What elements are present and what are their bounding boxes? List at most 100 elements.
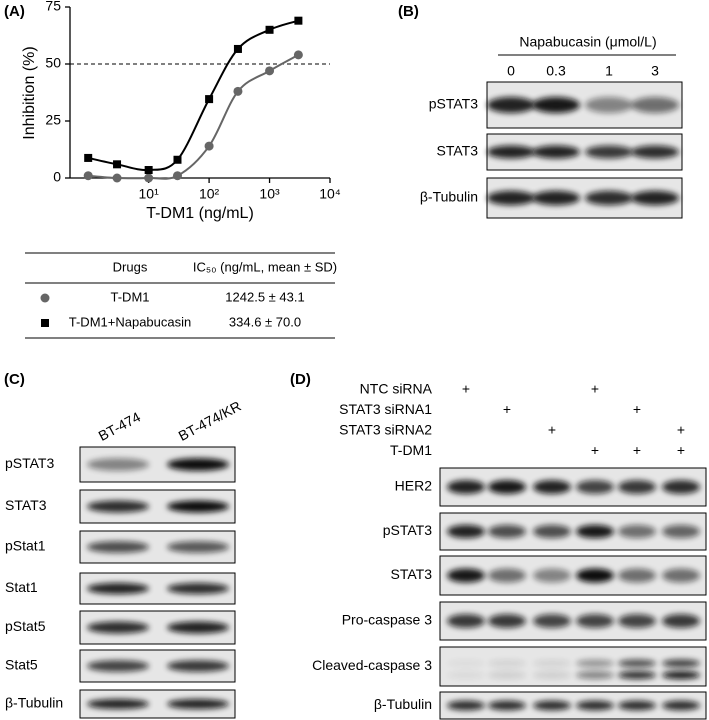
- data-point: [205, 95, 214, 104]
- band: [662, 700, 700, 711]
- data-point: [294, 16, 303, 25]
- x-tick-label: 10²: [199, 186, 220, 202]
- band: [447, 480, 485, 494]
- band: [87, 541, 149, 553]
- band: [447, 700, 485, 711]
- band: [576, 659, 614, 668]
- band: [662, 671, 700, 680]
- data-point: [233, 44, 242, 53]
- row-label: HER2: [395, 478, 433, 494]
- lane-label: 3: [651, 63, 659, 79]
- band: [533, 614, 571, 628]
- band: [488, 524, 526, 539]
- band: [631, 145, 679, 159]
- band: [533, 568, 571, 583]
- row-label: Stat5: [5, 657, 38, 673]
- lane-label: 0: [507, 63, 515, 79]
- table-cell: T-DM1: [111, 289, 150, 304]
- band: [618, 671, 656, 680]
- treatment-mark: +: [591, 381, 599, 397]
- y-axis-label: Inhibition (%): [21, 46, 38, 139]
- band: [447, 614, 485, 628]
- band: [447, 659, 485, 668]
- band: [532, 97, 580, 113]
- band: [87, 621, 149, 634]
- treatment-label: T-DM1: [390, 442, 432, 458]
- band: [487, 97, 535, 113]
- band: [631, 97, 679, 113]
- row-label: β-Tubulin: [5, 695, 63, 711]
- band: [487, 190, 535, 206]
- panel-label: (D): [290, 371, 311, 388]
- panel-label: (C): [4, 371, 25, 388]
- data-point: [84, 153, 93, 162]
- data-point: [233, 86, 243, 96]
- data-point: [173, 155, 182, 164]
- band: [576, 524, 614, 539]
- row-label: Stat1: [5, 579, 38, 595]
- band: [585, 97, 633, 113]
- treatment-mark: +: [633, 442, 641, 458]
- band: [533, 659, 571, 668]
- band: [585, 190, 633, 206]
- row-label: STAT3: [437, 143, 479, 159]
- band: [631, 190, 679, 206]
- treatment-mark: +: [677, 442, 685, 458]
- data-point: [113, 160, 122, 169]
- band: [447, 568, 485, 583]
- row-label: pStat5: [5, 618, 46, 634]
- table-cell: 1242.5 ± 43.1: [225, 289, 304, 304]
- band: [576, 614, 614, 628]
- band: [87, 582, 149, 595]
- band: [618, 700, 656, 711]
- band: [662, 659, 700, 668]
- row-label: Cleaved-caspase 3: [312, 657, 432, 673]
- row-label: β-Tubulin: [420, 189, 478, 205]
- band: [488, 568, 526, 583]
- band: [618, 659, 656, 668]
- band: [167, 458, 229, 471]
- data-point: [83, 171, 93, 181]
- panel-label: (B): [398, 3, 419, 20]
- treatment-mark: +: [633, 401, 641, 417]
- band: [488, 614, 526, 628]
- data-point: [204, 141, 214, 151]
- treatment-mark: +: [462, 381, 470, 397]
- band: [532, 145, 580, 159]
- table-cell: T-DM1+Napabucasin: [69, 314, 191, 329]
- band: [87, 698, 149, 710]
- data-point: [112, 173, 122, 183]
- band: [662, 568, 700, 583]
- data-point: [293, 50, 303, 60]
- lane-label: 0.3: [546, 63, 566, 79]
- treatment-label: Napabucasin (μmol/L): [519, 34, 656, 50]
- row-label: Pro-caspase 3: [342, 612, 432, 628]
- treatment-label: STAT3 siRNA1: [339, 401, 432, 417]
- band: [167, 621, 229, 634]
- y-tick-label: 25: [45, 112, 61, 128]
- treatment-mark: +: [503, 401, 511, 417]
- row-label: pSTAT3: [383, 522, 432, 538]
- lane-label: BT-474/KR: [176, 398, 244, 444]
- treatment-mark: +: [677, 422, 685, 438]
- band: [447, 671, 485, 680]
- x-tick-label: 10⁴: [319, 186, 341, 202]
- treatment-mark: +: [591, 442, 599, 458]
- x-axis-label: T-DM1 (ng/mL): [146, 205, 254, 222]
- treatment-label: STAT3 siRNA2: [339, 422, 432, 438]
- data-point: [265, 25, 274, 34]
- row-label: β-Tubulin: [374, 696, 432, 712]
- band: [662, 614, 700, 628]
- band: [585, 145, 633, 159]
- y-tick-label: 75: [45, 0, 61, 14]
- band: [87, 660, 149, 672]
- band: [532, 190, 580, 206]
- blot: [439, 646, 707, 687]
- y-tick-label: 0: [53, 169, 61, 185]
- row-label: pSTAT3: [5, 455, 54, 471]
- data-point: [144, 173, 154, 183]
- band: [576, 700, 614, 711]
- band: [533, 524, 571, 539]
- band: [533, 480, 571, 494]
